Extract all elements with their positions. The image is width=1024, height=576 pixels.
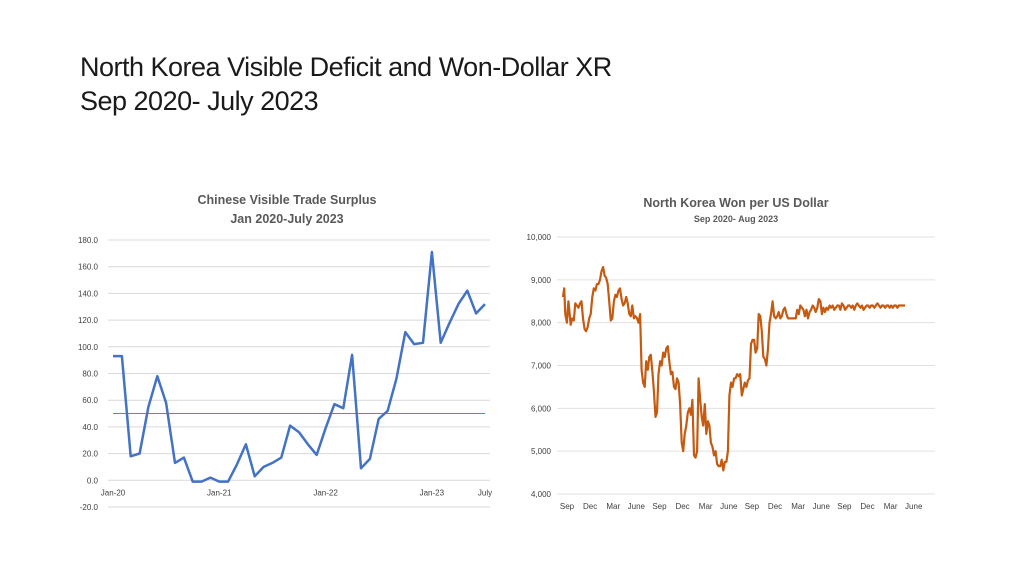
y-tick-label: 7,000: [531, 362, 552, 371]
x-tick-label: June: [905, 502, 923, 511]
y-tick-label: 8,000: [531, 319, 552, 328]
y-tick-label: 60.0: [82, 396, 98, 405]
x-tick-label: Dec: [583, 502, 597, 511]
slide-title-line2: Sep 2020- July 2023: [80, 86, 319, 116]
series-line: [113, 250, 486, 483]
x-tick-label: Jan-22: [313, 488, 338, 497]
y-tick-label: 180.0: [78, 236, 99, 245]
y-tick-label: 4,000: [531, 490, 552, 499]
x-tick-label: Dec: [675, 502, 689, 511]
trade-surplus-chart: Chinese Visible Trade Surplus Jan 2020-J…: [78, 193, 492, 512]
x-tick-label: Dec: [860, 502, 874, 511]
x-tick-label: June: [813, 502, 831, 511]
y-tick-label: 5,000: [531, 447, 552, 456]
y-tick-label: 160.0: [78, 263, 99, 272]
series-line: [561, 265, 906, 472]
x-tick-label: Sep: [652, 502, 667, 511]
x-tick-label: Mar: [699, 502, 713, 511]
chart-subtitle: Sep 2020- Aug 2023: [694, 214, 778, 224]
y-tick-label: 10,000: [527, 233, 552, 242]
y-tick-label: 120.0: [78, 316, 99, 325]
chart-title: North Korea Won per US Dollar: [643, 196, 828, 210]
plot-area: -20.0 0.0 20.0 40.0 60.0 80.0 100.0 120.0 140.0 1…: [78, 236, 492, 512]
y-tick-label: 40.0: [82, 423, 98, 432]
x-tick-label: Mar: [884, 502, 898, 511]
x-tick-label: Mar: [791, 502, 805, 511]
x-tick-label: June: [628, 502, 646, 511]
slide-title: North Korea Visible Deficit and Won-Doll…: [80, 50, 612, 118]
won-dollar-chart: North Korea Won per US Dollar Sep 2020- …: [527, 196, 935, 511]
y-tick-label: 100.0: [78, 343, 99, 352]
x-tick-label: Jan-20: [101, 488, 126, 497]
y-tick-label: 20.0: [82, 450, 98, 459]
x-tick-label: July: [478, 488, 492, 497]
plot-area: 4,000 5,000 6,000 7,000 8,000 9,000 10,000 Sep D…: [527, 233, 935, 511]
x-tick-label: Sep: [837, 502, 852, 511]
y-tick-label: 6,000: [531, 404, 552, 413]
slide-title-line1: North Korea Visible Deficit and Won-Doll…: [80, 52, 612, 82]
y-tick-label: -20.0: [80, 503, 99, 512]
chart-subtitle: Jan 2020-July 2023: [230, 212, 343, 226]
x-tick-label: Mar: [606, 502, 620, 511]
y-tick-label: 9,000: [531, 276, 552, 285]
y-tick-label: 140.0: [78, 289, 99, 298]
y-tick-label: 80.0: [82, 370, 98, 379]
chart-title: Chinese Visible Trade Surplus: [198, 193, 377, 207]
x-tick-label: Dec: [768, 502, 782, 511]
x-tick-label: June: [720, 502, 738, 511]
x-tick-label: Sep: [745, 502, 760, 511]
y-tick-label: 0.0: [87, 476, 99, 485]
x-tick-label: Sep: [560, 502, 575, 511]
x-tick-label: Jan-21: [207, 488, 232, 497]
x-tick-label: Jan-23: [420, 488, 445, 497]
